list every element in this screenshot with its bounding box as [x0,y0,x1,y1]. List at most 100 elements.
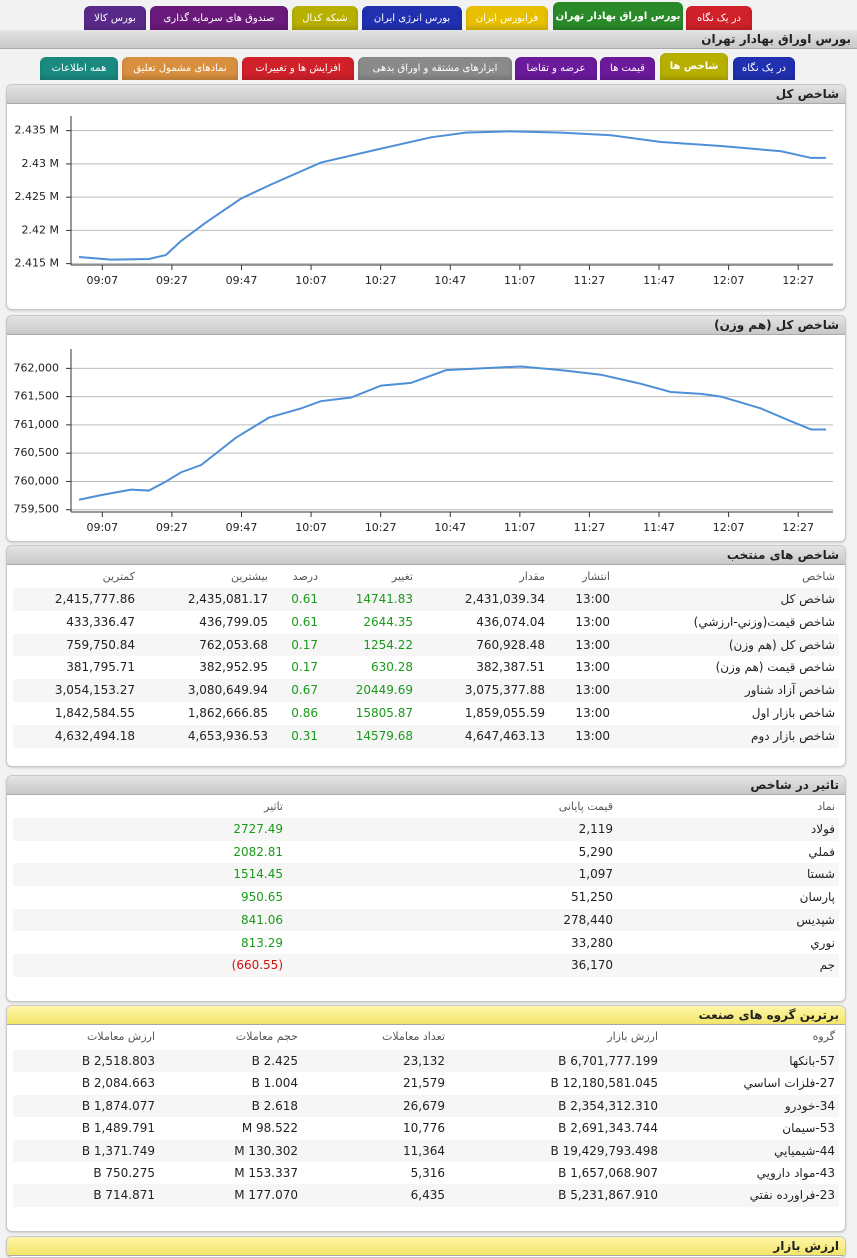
table-cell: شستا [806,867,835,882]
table-cell: 0.61 [291,614,318,629]
table-cell: 51,250 [571,890,613,905]
table-cell: 0.61 [291,592,318,606]
table-cell: 1,657,068.907 B [558,1166,658,1180]
table-row: شاخص بازار اول 13:00 1,859,055.59 15805.87 0… [13,702,839,725]
table-cell: 2,415,777.86 [54,592,135,606]
table-panel: تاثیر در شاخص نماد قیمت پایانی تاثیر فولاد 2… [6,775,846,1002]
tab[interactable]: در یک نگاه [733,57,795,80]
table-row: 57-بانکها 6,701,777.199 B 23,132 2.425 B 2,5… [13,1050,839,1073]
table-cell: 1,371.749 B [81,1143,155,1158]
y-tick-label: 762,000 [14,361,60,374]
table-cell: 1,862,666.85 [187,706,268,720]
tab[interactable]: عرضه و تقاضا [515,57,597,80]
tab[interactable]: فرابورس ایران [466,6,548,30]
table-cell: 11,364 [403,1143,445,1158]
table-cell: 2,518.803 B [81,1054,155,1068]
table-cell: شاخص بازار اول [751,706,835,720]
column-header: قیمت پایانی [558,800,613,813]
table-cell: 3,080,649.94 [187,683,268,698]
y-tick-label: 2.425 M [15,190,59,203]
table-cell: 14741.83 [355,592,413,606]
table-row: نوري 33,280 813.29 [13,932,839,955]
x-tick-label: 09:07 [86,521,118,534]
table-cell: 19,429,793.498 B [550,1143,659,1158]
tab[interactable]: در یک نگاه [686,6,752,30]
sub-tabs: در یک نگاه شاخص ها قیمت ها عرضه و تقاضا ابزا… [0,53,857,80]
tab[interactable]: شاخص ها [660,53,728,80]
tab[interactable]: شبکه کدال [292,6,358,30]
table-title: شاخص های منتخب [7,546,845,565]
table-cell: 0.67 [291,683,318,698]
column-header: تعداد معاملات [382,1030,445,1043]
chart: 2.415 M 2.42 M 2.425 M 2.43 M 2.435 M 09:07 09… [15,116,833,287]
table-cell: 2644.35 [363,614,413,629]
table-row: فولاد 2,119 2727.49 [13,818,839,841]
y-tick-label: 2.435 M [15,124,59,137]
table-cell: 381,795.71 [66,660,135,675]
x-tick-label: 11:07 [504,274,536,287]
x-tick-label: 10:47 [434,521,466,534]
table-panel: برترین گروه های صنعت گروه ارزش بازار تعداد… [6,1005,846,1232]
x-tick-label: 10:27 [365,521,397,534]
column-header: نماد [817,800,835,813]
column-header: ارزش بازار [607,1030,658,1043]
table-cell: 1514.45 [233,867,283,882]
table-cell: 6,701,777.199 B [558,1054,658,1068]
table-cell: 13:00 [575,660,610,675]
table-row: فملي 5,290 2082.81 [13,841,839,864]
table-cell: 2,431,039.34 [464,592,545,606]
table-cell: 13:00 [575,683,610,698]
tab[interactable]: بورس انرژی ایران [362,6,462,30]
table-row: 27-فلزات اساسي 12,180,581.045 B 21,579 1.00… [13,1072,839,1094]
footer-panel: ارزش بازار [6,1236,846,1258]
tab[interactable]: بورس کالا [84,6,146,30]
table-cell: 436,799.05 [199,614,268,629]
tab[interactable]: همه اطلاعات [40,57,118,80]
table-cell: 950.65 [241,890,283,905]
table-cell: 0.86 [291,706,318,720]
table-cell: 4,647,463.13 [464,728,545,743]
table-cell: 12,180,581.045 B [550,1076,659,1091]
table-cell: 6,435 [410,1188,445,1203]
table-cell: جم [819,958,835,973]
table-cell: 34-خودرو [784,1098,835,1113]
table-cell: 436,074.04 [476,614,545,629]
table-cell: 5,316 [410,1166,445,1180]
tab[interactable]: نمادهای مشمول تعلیق [122,57,238,80]
table-cell: 1,859,055.59 [464,706,545,720]
table-cell: 278,440 [563,912,613,927]
column-header: بیشترین [230,570,268,583]
table-cell: 15805.87 [355,706,413,720]
table-cell: 23-فراورده نفتي [749,1188,835,1203]
tab[interactable]: قیمت ها [600,57,655,80]
tab[interactable]: بورس اوراق بهادار تهران [553,2,683,30]
table-cell: 2,354,312.310 B [558,1098,658,1113]
x-tick-label: 09:27 [156,521,188,534]
table-cell: 433,336.47 [66,614,135,629]
tab[interactable]: صندوق های سرمایه گذاری [150,6,288,30]
chart-panel: شاخص کل (هم وزن) 759,500 760,000 760,500 76… [6,315,846,542]
table-cell: 13:00 [575,614,610,629]
table-cell: 714.871 B [93,1188,155,1203]
column-header: گروه [812,1030,835,1043]
table-cell: 4,632,494.18 [54,728,135,743]
table-cell: 2727.49 [233,822,283,836]
table-cell: 130.302 M [234,1143,298,1158]
tab[interactable]: افزایش ها و تغییرات [242,57,354,80]
line-series [78,365,827,501]
page-title: بورس اوراق بهادار تهران [0,30,857,49]
table-cell: 21,579 [403,1076,445,1091]
y-tick-label: 760,000 [14,474,60,487]
x-tick-label: 12:27 [782,274,814,287]
x-tick-label: 09:47 [226,274,258,287]
y-tick-label: 760,500 [14,446,60,459]
x-tick-label: 11:27 [574,521,606,534]
table-cell: شاخص بازار دوم [751,728,835,743]
table-cell: 13:00 [575,637,610,652]
table-row: شاخص قیمت (هم وزن) 13:00 382,387.51 630.28 0… [13,656,839,679]
table-row: 44-شیمیایي 19,429,793.498 B 11,364 130.302 … [13,1139,839,1162]
x-tick-label: 09:47 [226,521,258,534]
tab[interactable]: ابزارهای مشتقه و اوراق بدهی [358,57,512,80]
main-tabs: در یک نگاه بورس اوراق بهادار تهران فرابورس… [0,2,857,30]
